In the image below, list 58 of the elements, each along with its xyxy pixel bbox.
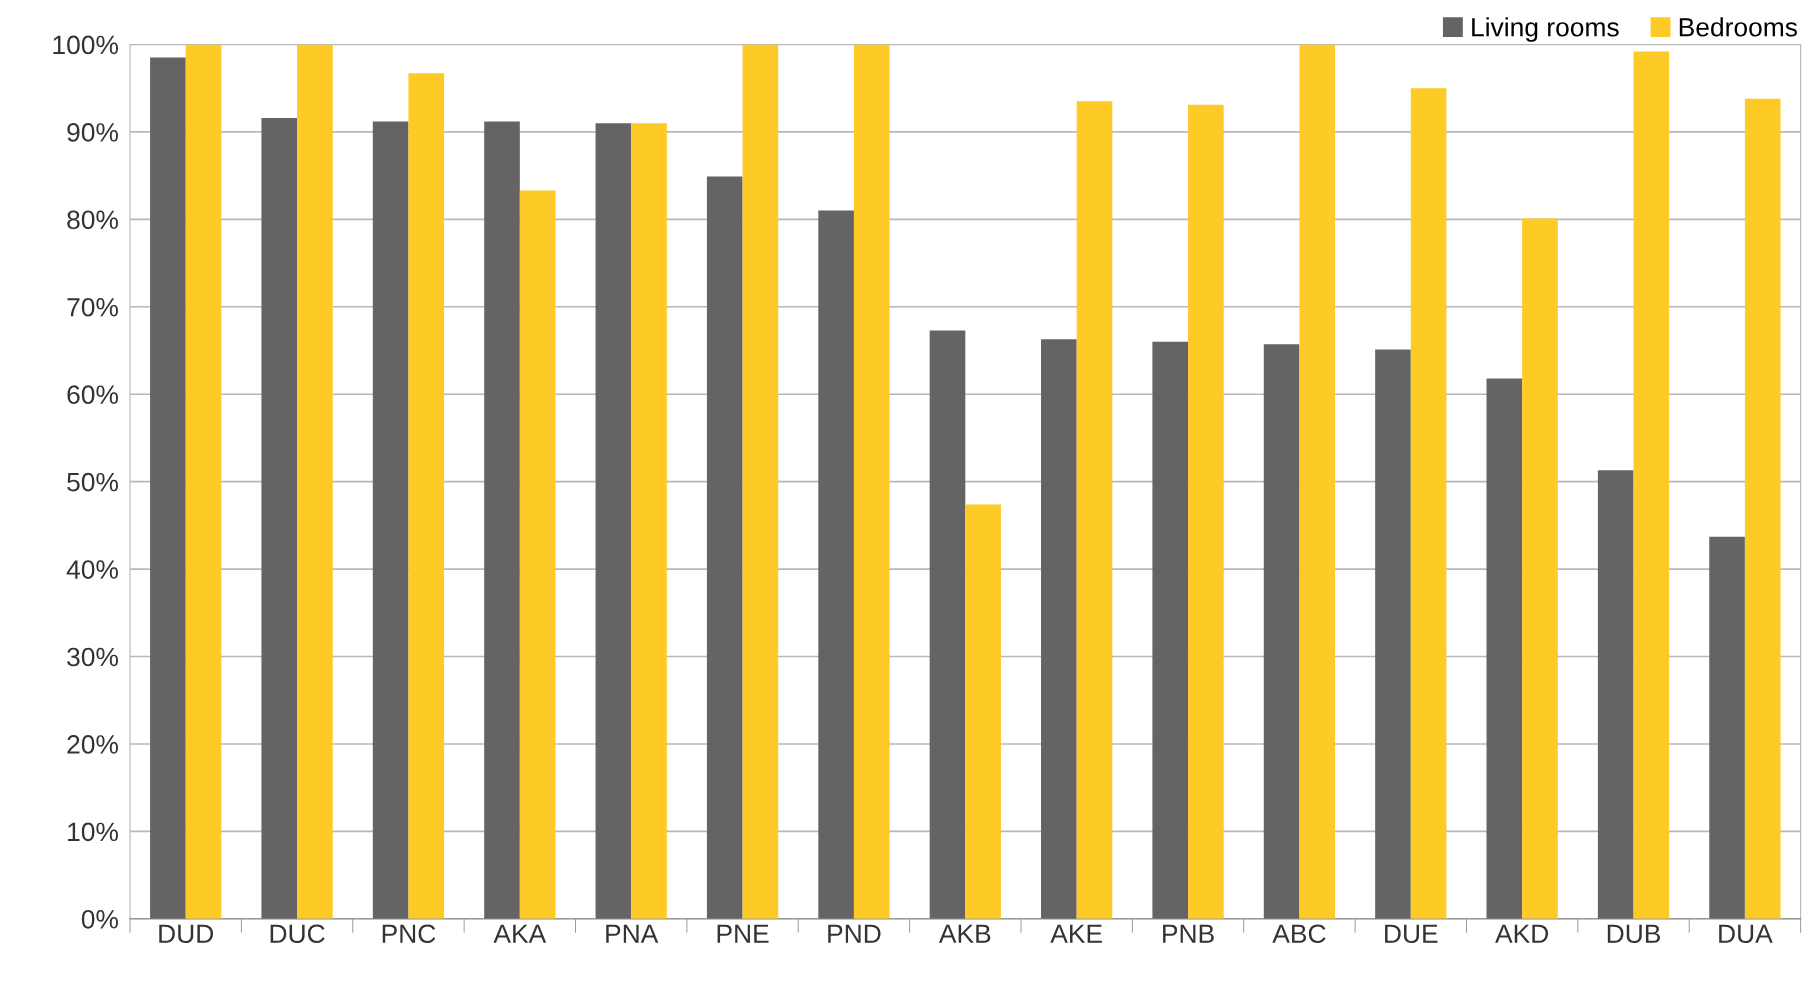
x-tick-label: AKD bbox=[1495, 924, 1549, 943]
bar bbox=[1410, 88, 1447, 919]
bar bbox=[1263, 344, 1300, 919]
x-tick-label: DUE bbox=[1385, 924, 1438, 944]
y-tick-label: 0% bbox=[81, 909, 118, 929]
x-tick-label: AKE bbox=[1050, 924, 1102, 943]
x-tick-label: PNB bbox=[1163, 924, 1214, 943]
bar bbox=[1152, 341, 1189, 919]
y-tick-label: 30% bbox=[67, 647, 118, 667]
bar bbox=[484, 121, 520, 919]
legend-label: Bedrooms bbox=[1679, 17, 1797, 37]
y-tick-label: 50% bbox=[67, 472, 118, 492]
bar bbox=[631, 123, 667, 919]
bar bbox=[595, 123, 632, 919]
x-tick-label: DUC bbox=[270, 924, 325, 944]
bar bbox=[1375, 349, 1411, 919]
x-tick-label: PND bbox=[828, 924, 881, 943]
bar bbox=[1188, 104, 1224, 919]
bar bbox=[1041, 339, 1077, 919]
y-tick-label: 40% bbox=[66, 560, 118, 579]
y-tick-label: 60% bbox=[67, 385, 118, 405]
bar bbox=[150, 57, 186, 919]
bar bbox=[1299, 44, 1336, 919]
bar bbox=[1522, 218, 1558, 919]
y-tick-label: 10% bbox=[68, 822, 118, 842]
bar bbox=[853, 44, 890, 919]
x-tick-label: DUA bbox=[1719, 924, 1773, 944]
bar bbox=[261, 117, 298, 919]
x-tick-label: DUD bbox=[159, 924, 214, 944]
bar bbox=[297, 44, 333, 919]
bar bbox=[965, 504, 1001, 919]
bar bbox=[929, 330, 966, 919]
bar bbox=[519, 190, 556, 919]
x-tick-label: AKA bbox=[493, 924, 547, 943]
bar bbox=[742, 44, 779, 919]
x-tick-label: DUB bbox=[1607, 924, 1660, 944]
bar bbox=[1076, 101, 1113, 919]
bar bbox=[1486, 378, 1523, 919]
bar bbox=[408, 73, 445, 919]
y-tick-label: 70% bbox=[67, 297, 118, 317]
bar bbox=[1633, 51, 1670, 919]
y-tick-label: 100% bbox=[53, 35, 118, 55]
bar bbox=[372, 121, 409, 919]
bar bbox=[185, 44, 222, 919]
x-tick-label: PNA bbox=[606, 924, 659, 943]
x-tick-label: PNC bbox=[382, 924, 436, 944]
bar bbox=[818, 210, 854, 919]
legend-label: Living rooms bbox=[1472, 17, 1619, 42]
bar bbox=[1744, 98, 1781, 919]
bar bbox=[706, 176, 743, 919]
x-tick-label: PNE bbox=[717, 924, 769, 943]
bar bbox=[1597, 470, 1634, 919]
x-tick-label: AKB bbox=[938, 924, 991, 943]
bar bbox=[1709, 536, 1745, 919]
x-tick-label: ABC bbox=[1272, 924, 1326, 944]
y-tick-label: 90% bbox=[67, 123, 118, 142]
y-tick-label: 80% bbox=[67, 210, 118, 230]
y-tick-label: 20% bbox=[67, 735, 118, 754]
